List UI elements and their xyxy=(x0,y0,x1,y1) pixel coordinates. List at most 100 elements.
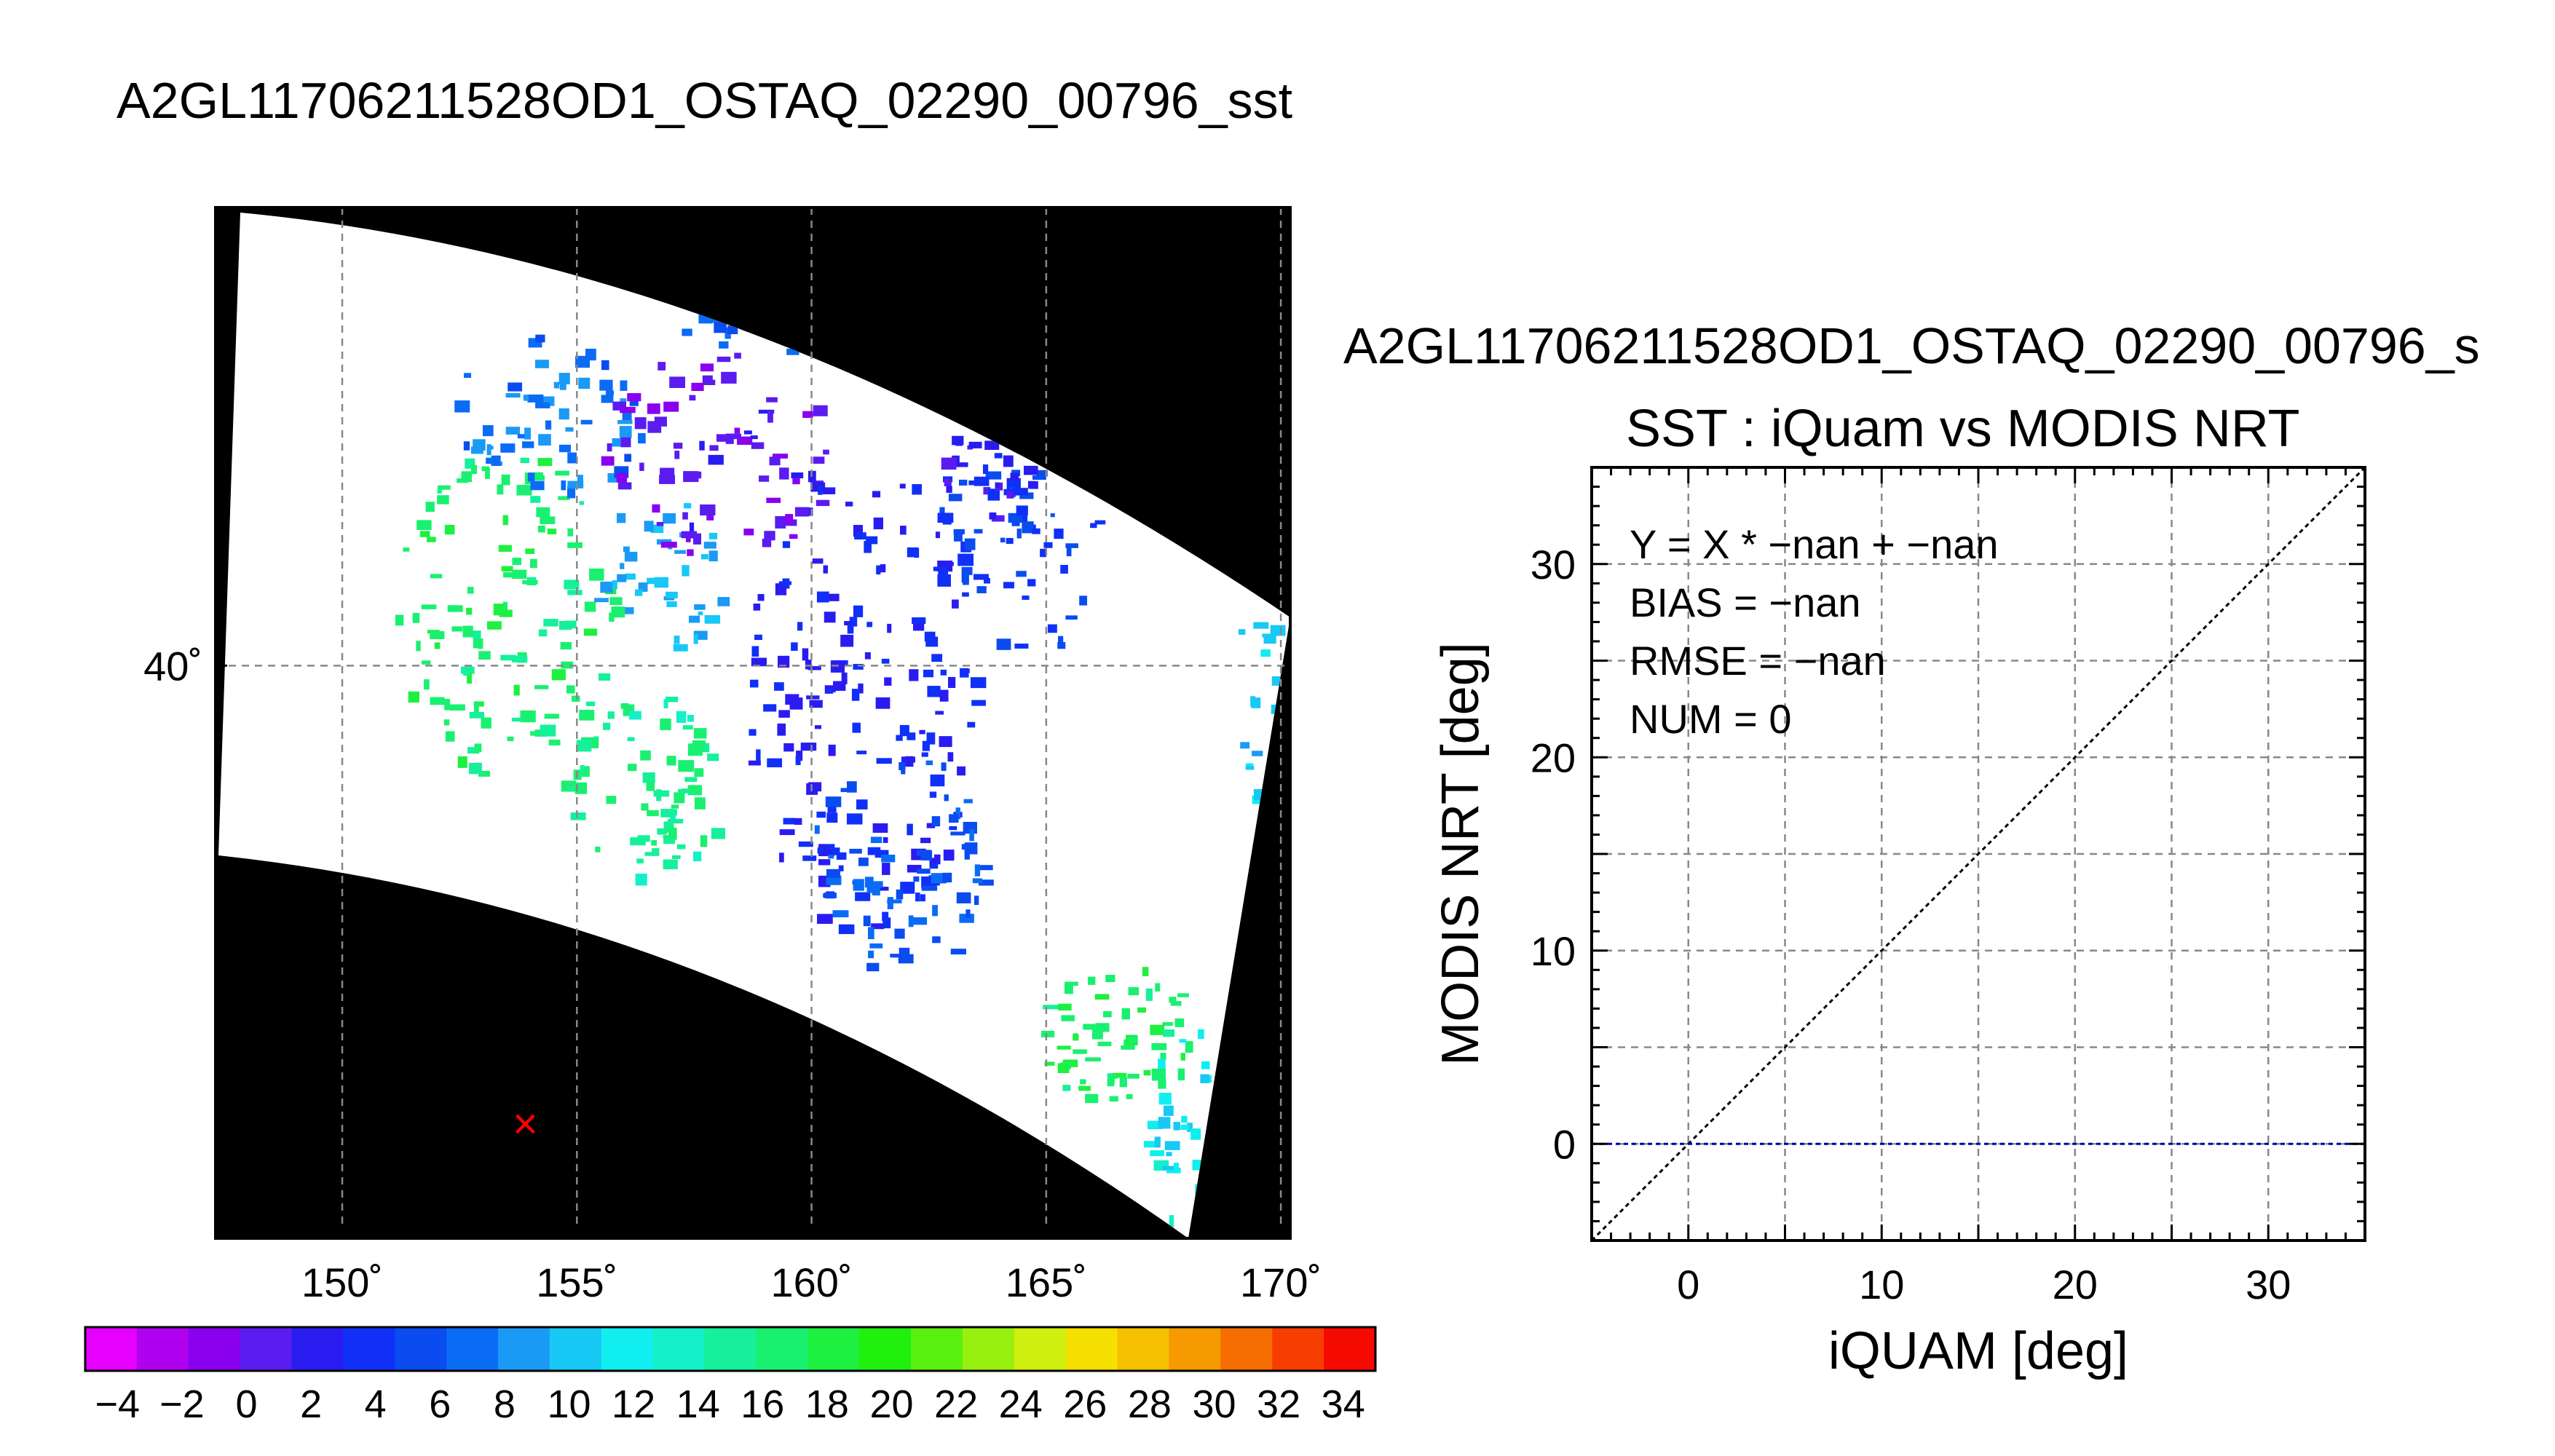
sst-pixel xyxy=(466,607,473,615)
sst-pixel xyxy=(416,641,421,652)
sst-pixel xyxy=(1058,636,1064,649)
sst-pixel xyxy=(725,436,734,444)
sst-pixel xyxy=(822,487,836,494)
sst-pixel xyxy=(833,681,846,691)
sst-pixel xyxy=(1162,1166,1177,1171)
sst-pixel xyxy=(852,722,861,733)
sst-pixel xyxy=(917,869,931,874)
sst-pixel xyxy=(624,551,638,562)
sst-pixel xyxy=(482,425,494,437)
sst-pixel xyxy=(511,717,521,722)
sst-pixel xyxy=(652,504,660,513)
sst-pixel xyxy=(647,403,660,414)
sst-pixel xyxy=(920,894,925,902)
sst-pixel xyxy=(1030,481,1038,489)
sst-pixel xyxy=(666,696,679,703)
sst-pixel xyxy=(800,743,817,751)
sst-pixel xyxy=(823,449,829,455)
sst-pixel xyxy=(1137,1007,1147,1013)
sst-pixel xyxy=(580,765,585,774)
sst-pixel xyxy=(941,762,947,771)
sst-pixel xyxy=(576,740,592,752)
sst-pixel xyxy=(503,571,516,578)
sst-pixel xyxy=(759,475,770,482)
sst-pixel xyxy=(814,725,822,729)
sst-pixel xyxy=(581,766,590,778)
sst-pixel xyxy=(1079,596,1088,606)
sst-pixel xyxy=(743,529,754,536)
sst-pixel xyxy=(871,923,885,930)
colorbar-swatch xyxy=(652,1327,706,1371)
sst-pixel xyxy=(853,605,864,617)
map-tick-labels: 150˚ 155˚ 160˚ 165˚ 170˚ 40˚ xyxy=(143,643,1322,1305)
sst-pixel xyxy=(1173,1163,1179,1174)
colorbar-swatch xyxy=(291,1327,344,1371)
sst-pixel xyxy=(982,464,989,475)
sst-pixel xyxy=(814,825,820,834)
sst-pixel xyxy=(1150,1024,1165,1035)
sst-pixel xyxy=(650,524,664,534)
sst-pixel xyxy=(957,553,974,566)
sst-pixel xyxy=(921,885,938,891)
sst-pixel xyxy=(1000,537,1006,543)
sst-pixel xyxy=(1112,1072,1127,1078)
sst-pixel xyxy=(703,542,716,549)
sst-pixel xyxy=(794,507,810,517)
sst-pixel xyxy=(856,799,868,810)
sst-pixel xyxy=(912,484,922,495)
scatter-y-tick-label: 20 xyxy=(1531,735,1576,780)
sst-pixel xyxy=(555,470,569,476)
sst-pixel xyxy=(1073,1034,1079,1041)
sst-pixel xyxy=(444,524,455,535)
sst-pixel xyxy=(867,927,874,940)
sst-pixel xyxy=(813,456,825,464)
sst-pixel xyxy=(907,823,913,836)
sst-pixel xyxy=(958,479,968,486)
sst-pixel xyxy=(1054,529,1064,539)
sst-pixel xyxy=(962,592,969,597)
sst-pixel xyxy=(659,475,676,484)
sst-pixel xyxy=(767,410,773,423)
colorbar-swatch xyxy=(1324,1327,1376,1371)
sst-pixel xyxy=(791,642,798,651)
sst-pixel xyxy=(685,471,702,479)
sst-pixel xyxy=(1064,983,1073,994)
sst-pixel xyxy=(942,872,952,883)
sst-pixel xyxy=(1090,523,1097,529)
sst-pixel xyxy=(825,796,842,807)
sst-pixel xyxy=(526,395,537,401)
sst-pixel xyxy=(668,818,684,824)
sst-pixel xyxy=(678,788,691,794)
sst-pixel xyxy=(708,454,724,465)
sst-pixel xyxy=(1121,1045,1135,1050)
sst-pixel xyxy=(952,435,964,446)
sst-pixel xyxy=(574,782,588,794)
sst-pixel xyxy=(678,760,695,772)
sst-pixel xyxy=(980,865,993,871)
sst-pixel xyxy=(905,756,914,767)
colorbar-swatch xyxy=(1117,1327,1169,1371)
sst-pixel xyxy=(840,788,849,792)
sst-pixel xyxy=(566,685,575,694)
sst-pixel xyxy=(756,749,761,761)
sst-pixel xyxy=(693,634,698,644)
sst-pixel xyxy=(1151,1068,1166,1081)
sst-pixel xyxy=(553,381,560,389)
sst-pixel xyxy=(824,893,837,898)
map-x-tick-label: 160˚ xyxy=(771,1259,853,1305)
y-axis-label: MODIS NRT [deg] xyxy=(1431,642,1490,1066)
sst-pixel xyxy=(868,950,874,959)
sst-pixel xyxy=(1143,1069,1151,1076)
sst-pixel xyxy=(929,791,937,798)
sst-pixel xyxy=(751,657,767,667)
sst-pixel xyxy=(1047,624,1057,633)
sst-pixel xyxy=(737,436,753,446)
colorbar-label: 28 xyxy=(1128,1382,1172,1426)
sst-pixel xyxy=(512,558,522,566)
sst-pixel xyxy=(421,604,437,609)
sst-pixel xyxy=(849,617,858,627)
sst-pixel xyxy=(639,462,644,471)
sst-pixel xyxy=(1109,1074,1115,1084)
x-axis-label: iQUAM [deg] xyxy=(1828,1322,2128,1380)
sst-pixel xyxy=(708,532,718,539)
